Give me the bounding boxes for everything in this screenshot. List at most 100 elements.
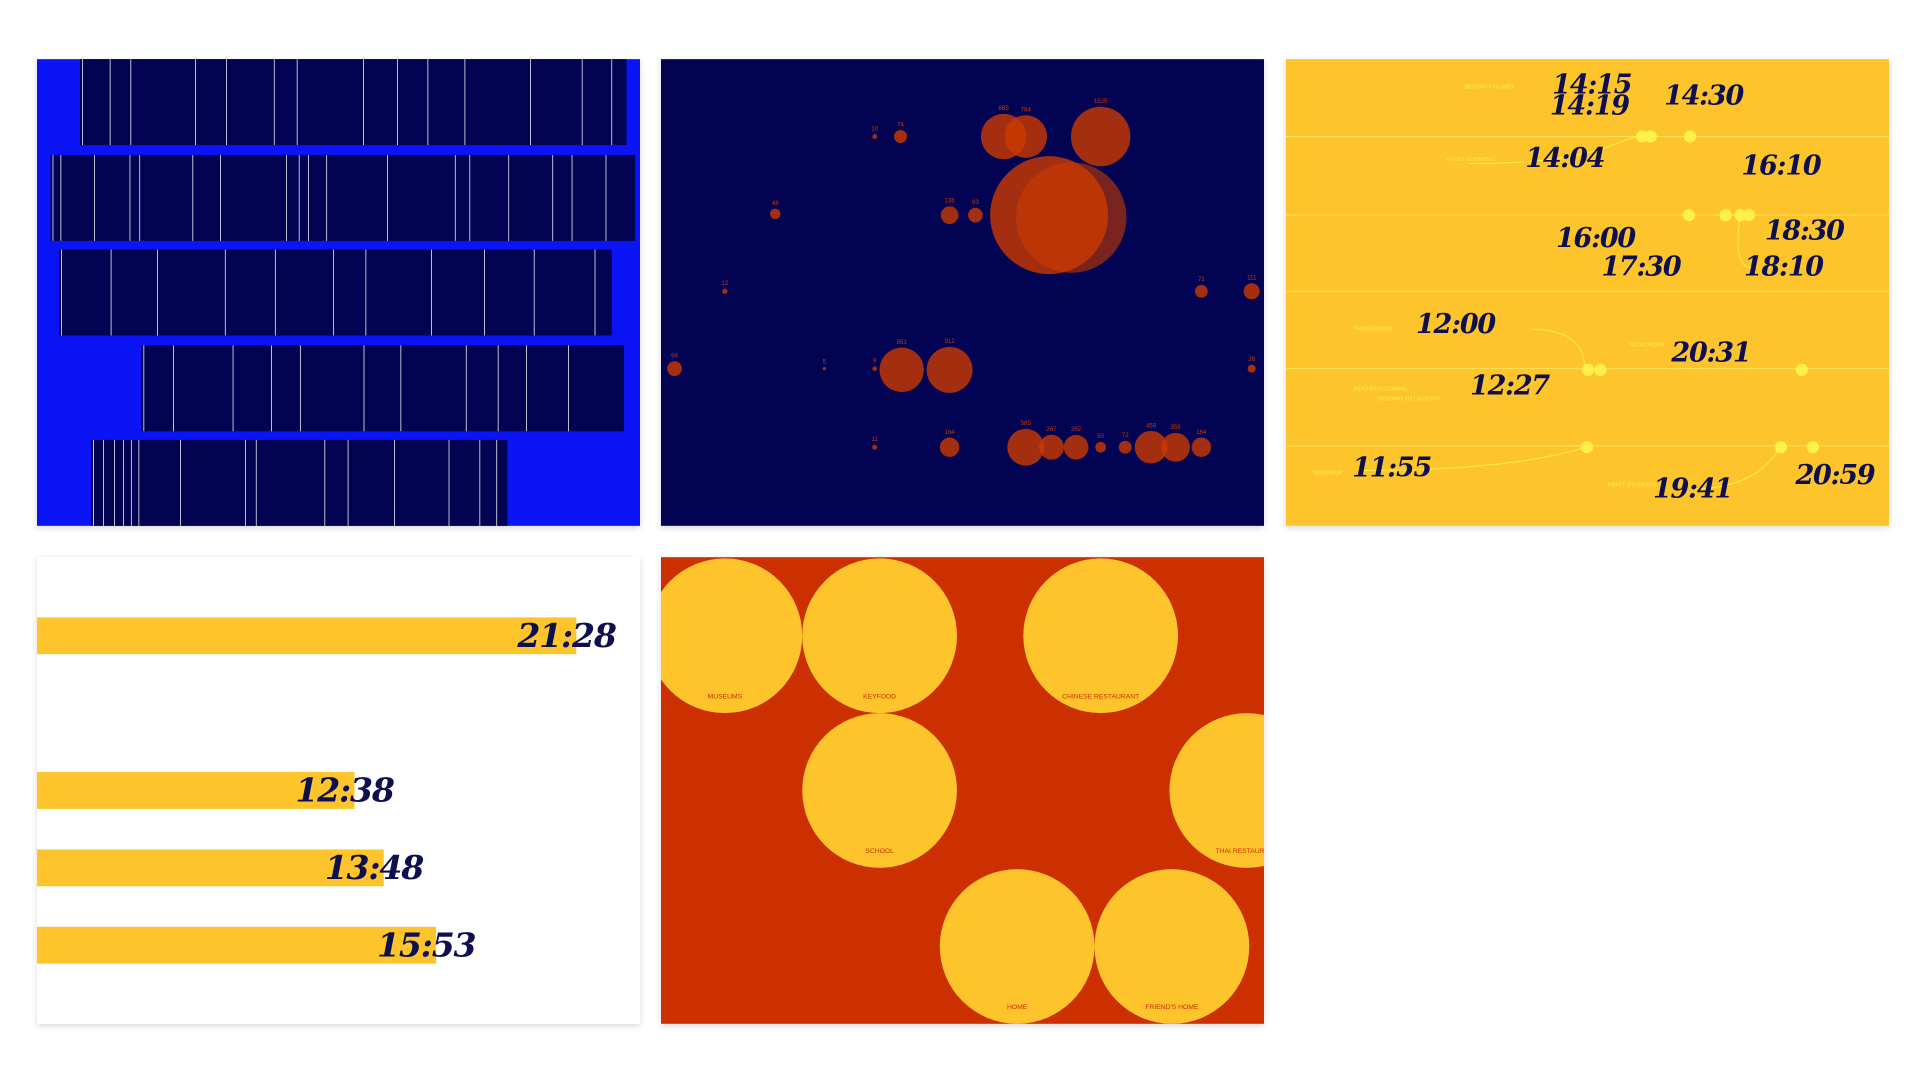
place-circle — [802, 558, 957, 714]
time-label: 14:04 — [1525, 143, 1604, 174]
event-dot — [1806, 441, 1819, 454]
place-label: SCHOOL — [865, 848, 894, 855]
bubble — [1004, 115, 1048, 158]
stripe-bar — [91, 439, 508, 526]
time-label: 16:10 — [1741, 151, 1821, 182]
bubble-label: 93 — [972, 199, 979, 206]
bubble — [1194, 284, 1208, 298]
note-label: SECURITY GUARD — [1464, 85, 1513, 91]
bubble — [1015, 162, 1127, 273]
time-label: 20:59 — [1794, 460, 1875, 491]
time-bar — [37, 617, 577, 655]
time-label: 11:55 — [1352, 453, 1431, 484]
tile-bubbles[interactable]: 10 74 885 784 1525 48 136 93 12 71 111 94 5 9 851 912 28… — [661, 59, 1264, 526]
event-dot — [1594, 363, 1607, 377]
bubble-label: 164 — [944, 429, 955, 436]
bubbles-art: 10 74 885 784 1525 48 136 93 12 71 111 94 5 9 851 912 28… — [661, 59, 1264, 526]
bubble-label: 28 — [1248, 356, 1255, 363]
bubble-label: 885 — [999, 105, 1010, 112]
bubble — [926, 346, 973, 393]
bubble-label: 267 — [1046, 426, 1057, 433]
time-label: 14:30 — [1664, 81, 1744, 112]
bubble — [1161, 432, 1191, 462]
connector — [1470, 136, 1643, 165]
time-label: 20:31 — [1670, 337, 1750, 368]
tile-stripes[interactable] — [37, 59, 640, 526]
time-bar — [37, 849, 384, 887]
tile-places[interactable]: MUSEUMS KEYFOOD CHINESE RESTAURANT SCHOOL TH… — [661, 557, 1264, 1024]
event-dot — [1581, 363, 1595, 377]
time-bar — [37, 926, 437, 964]
time-label: 17:30 — [1601, 251, 1681, 282]
connector — [1737, 215, 1753, 269]
bubble — [1243, 283, 1260, 300]
place-label: CHINESE RESTAURANT — [1062, 693, 1139, 700]
bubble — [1247, 364, 1256, 373]
places-art: MUSEUMS KEYFOOD CHINESE RESTAURANT SCHOOL TH… — [661, 557, 1264, 1024]
bubble — [872, 134, 878, 139]
note-label: HEADING TO LAUNDRY — [1378, 397, 1440, 403]
note-label: PRATT STUDENTS — [1608, 483, 1657, 489]
bubble-label: 72 — [1122, 432, 1129, 439]
connector — [1359, 446, 1587, 472]
bubble-label: 585 — [1021, 420, 1032, 427]
bubble-label: 458 — [1146, 422, 1157, 429]
place-label: THAI RESTAURANT — [1216, 848, 1264, 855]
place-label: MUSEUMS — [708, 693, 743, 700]
bubble-label: 784 — [1021, 107, 1032, 114]
bubble — [893, 129, 908, 144]
note-label: PROFESSORS — [1354, 327, 1393, 333]
bubble — [1095, 441, 1107, 453]
place-circle — [1169, 713, 1264, 868]
time-label: 18:30 — [1765, 216, 1845, 247]
note-label: NEIGHBOR — [1313, 470, 1342, 476]
time-label: 14:15 — [1552, 70, 1631, 101]
time-label: 19:41 — [1653, 474, 1732, 505]
tile-bars[interactable]: 21:28 12:38 13:48 15:53 — [37, 557, 640, 1024]
bubble-label: 359 — [1170, 424, 1181, 431]
place-circle — [661, 558, 803, 714]
bubble — [769, 208, 781, 220]
connector — [1531, 328, 1589, 371]
stripe-bar — [141, 345, 625, 432]
time-label: 12:27 — [1470, 370, 1550, 401]
note-label: MICA UNDER — [1630, 343, 1665, 349]
time-bar — [37, 772, 355, 809]
time-label: 14:19 — [1550, 90, 1630, 121]
stripes-art — [37, 59, 640, 526]
place-label: KEYFOOD — [863, 693, 896, 700]
bubble — [1070, 106, 1131, 167]
bubble-label: 164 — [1196, 429, 1207, 436]
event-dot — [1580, 441, 1594, 454]
bubble — [822, 366, 827, 371]
bubble-label: 12 — [721, 280, 728, 287]
bubble — [940, 206, 959, 225]
bubble — [1191, 437, 1212, 457]
place-label: FRIEND'S HOME — [1145, 1004, 1199, 1011]
bubble — [722, 288, 728, 294]
bubble — [1007, 428, 1045, 466]
bubble-label: 10 — [871, 125, 878, 132]
event-dot — [1742, 208, 1756, 222]
time-label: 15:53 — [377, 925, 475, 964]
bubble — [1039, 434, 1064, 460]
bubble — [968, 207, 983, 223]
bubble-label: 48 — [772, 200, 779, 207]
note-label: NEIGHBOR COMING — [1354, 387, 1408, 393]
bubble — [872, 366, 877, 371]
connector — [1691, 446, 1782, 490]
time-label: 12:00 — [1416, 309, 1496, 340]
event-dot — [1636, 130, 1649, 143]
tile-timeline[interactable]: 14:15 14:19 14:30 14:04 16:10 16:00 18:30 17:30… — [1286, 59, 1889, 526]
bubble-label: 5 — [823, 358, 827, 365]
bubble-label: 11 — [872, 436, 879, 443]
bubble — [939, 437, 960, 457]
bubble — [1134, 430, 1168, 464]
bubble — [1063, 434, 1089, 460]
stripe-bar — [79, 59, 627, 146]
time-label: 21:28 — [516, 616, 616, 655]
stripe-bar — [50, 154, 636, 241]
bubble-label: 9 — [873, 358, 877, 365]
